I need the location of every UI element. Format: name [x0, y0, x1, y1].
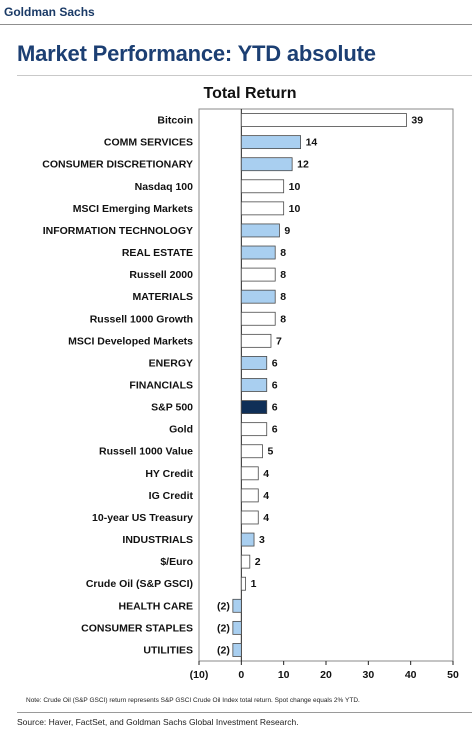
data-label: 12: [297, 159, 309, 171]
category-label: Russell 2000: [129, 269, 193, 281]
bar: [240, 422, 268, 437]
brand-name: Goldman Sachs: [4, 5, 95, 19]
category-label: INFORMATION TECHNOLOGY: [43, 225, 193, 237]
data-label: 39: [411, 115, 423, 127]
bar: [240, 333, 272, 348]
bar: [240, 289, 276, 304]
x-tick-label: (10): [190, 669, 209, 681]
page-title: Market Performance: YTD absolute: [17, 41, 376, 66]
bar: [240, 378, 268, 392]
bar: [240, 245, 276, 260]
bar: [232, 620, 242, 635]
data-label: 8: [280, 313, 286, 325]
category-label: MATERIALS: [133, 291, 193, 303]
bar: [240, 311, 276, 326]
data-label: 5: [268, 446, 274, 458]
data-label: 8: [280, 291, 286, 303]
x-tick-label: 40: [405, 669, 417, 681]
x-tick-label: 50: [447, 669, 459, 681]
category-label: HEALTH CARE: [119, 600, 193, 612]
data-label: 6: [272, 357, 278, 369]
bar: [232, 643, 242, 657]
x-tick-label: 0: [238, 669, 244, 681]
data-label: 8: [280, 247, 286, 259]
bar: [240, 532, 255, 547]
category-label: UTILITIES: [143, 644, 193, 656]
category-label: COMM SERVICES: [104, 137, 193, 149]
x-tick-label: 20: [320, 669, 332, 681]
data-label: 6: [272, 402, 278, 414]
bar: [240, 135, 301, 150]
category-label: ENERGY: [149, 357, 193, 369]
bar: [240, 488, 259, 503]
data-label: 6: [272, 424, 278, 436]
bar: [240, 201, 285, 216]
bar: [240, 267, 276, 282]
bar: [240, 554, 251, 569]
data-label: 2: [255, 556, 261, 568]
category-label: Russell 1000 Value: [99, 446, 193, 458]
bar: [240, 576, 246, 591]
data-label: 6: [272, 380, 278, 392]
data-label: 9: [284, 225, 290, 237]
x-tick-label: 30: [362, 669, 374, 681]
category-label: CONSUMER DISCRETIONARY: [42, 159, 193, 171]
data-label: (2): [217, 600, 230, 612]
category-label: HY Credit: [145, 468, 193, 480]
data-label: 10: [289, 181, 301, 193]
bar: [240, 157, 293, 172]
source-line: Source: Haver, FactSet, and Goldman Sach…: [17, 717, 299, 727]
data-label: 4: [263, 468, 269, 480]
data-label: 4: [263, 490, 269, 502]
bar: [240, 466, 259, 481]
data-label: 10: [289, 203, 301, 215]
category-label: Bitcoin: [157, 115, 193, 127]
chart-footnote: Note: Crude Oil (S&P GSCI) return repres…: [26, 697, 360, 704]
bar: [240, 444, 263, 459]
category-label: S&P 500: [151, 402, 193, 414]
bar: [240, 113, 407, 127]
category-label: REAL ESTATE: [122, 247, 193, 259]
brand-divider: [0, 24, 472, 25]
data-label: 8: [280, 269, 286, 281]
category-label: CONSUMER STAPLES: [81, 622, 193, 634]
data-label: 14: [306, 137, 318, 149]
category-label: FINANCIALS: [129, 380, 193, 392]
data-label: (2): [217, 644, 230, 656]
category-label: Gold: [169, 424, 193, 436]
category-label: $/Euro: [160, 556, 193, 568]
category-label: Russell 1000 Growth: [90, 313, 193, 325]
footer-divider: [17, 712, 472, 713]
category-label: 10-year US Treasury: [92, 512, 193, 524]
plot-area: [198, 108, 454, 662]
category-label: Crude Oil (S&P GSCI): [86, 578, 193, 590]
data-label: 3: [259, 534, 265, 546]
bar: [240, 400, 268, 414]
bar: [240, 223, 280, 238]
category-label: MSCI Developed Markets: [68, 335, 193, 347]
category-label: MSCI Emerging Markets: [73, 203, 193, 215]
title-divider: [17, 75, 472, 76]
data-label: (2): [217, 622, 230, 634]
bar: [240, 510, 259, 525]
category-label: Nasdaq 100: [135, 181, 194, 193]
data-label: 1: [251, 578, 257, 590]
category-label: IG Credit: [149, 490, 194, 502]
category-label: INDUSTRIALS: [122, 534, 193, 546]
x-tick-label: 10: [278, 669, 290, 681]
data-label: 7: [276, 335, 282, 347]
chart-title: Total Return: [203, 85, 296, 102]
bar: [240, 179, 285, 194]
bar: [232, 598, 242, 613]
data-label: 4: [263, 512, 269, 524]
bar: [240, 356, 268, 370]
